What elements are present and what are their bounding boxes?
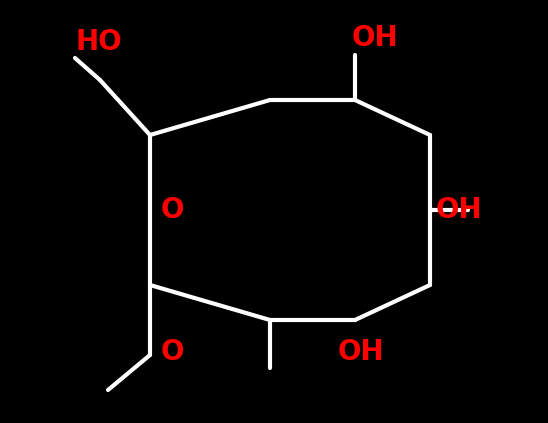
- Text: OH: OH: [352, 24, 398, 52]
- Text: O: O: [160, 338, 184, 366]
- Text: HO: HO: [75, 28, 122, 56]
- Text: O: O: [160, 196, 184, 224]
- Text: OH: OH: [436, 196, 483, 224]
- Text: OH: OH: [338, 338, 385, 366]
